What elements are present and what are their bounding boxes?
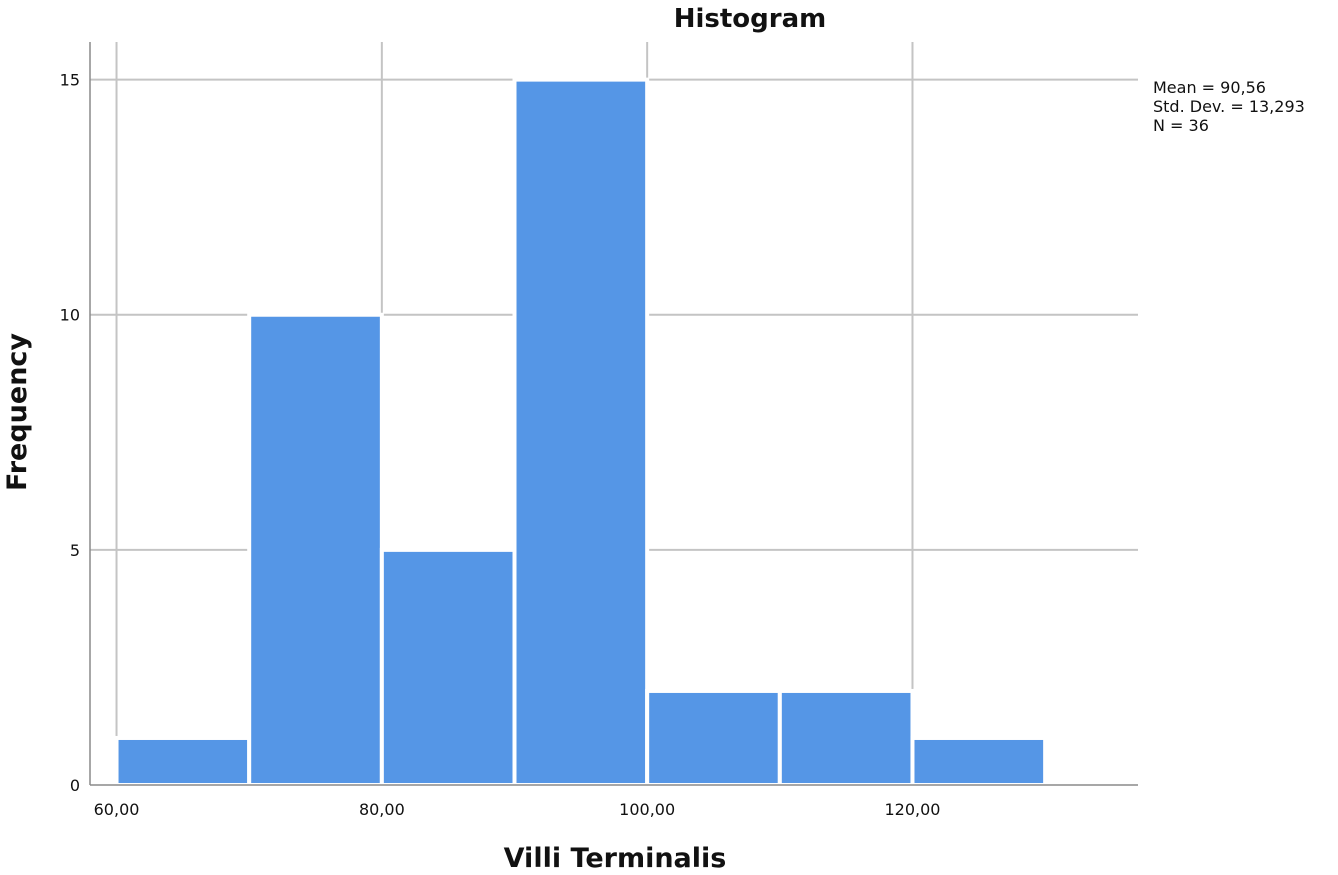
x-tick-label: 100,00 (619, 800, 675, 819)
y-axis-title: Frequency (2, 333, 33, 491)
y-tick-label: 15 (60, 71, 80, 90)
stats-n: N = 36 (1153, 116, 1209, 135)
bars-layer (114, 77, 1048, 788)
histogram-bar (645, 688, 782, 787)
histogram-bar (114, 735, 252, 787)
chart-title: Histogram (674, 4, 827, 34)
x-tick-label: 80,00 (359, 800, 405, 819)
stats-mean: Mean = 90,56 (1153, 78, 1266, 97)
tick-layer: 0 5 10 15 60,00 80,00 100,00 120,00 (60, 71, 941, 819)
histogram-bar (512, 77, 650, 788)
histogram-bar (777, 688, 915, 787)
x-tick-label: 60,00 (94, 800, 140, 819)
x-axis-title: Villi Terminalis (504, 843, 727, 874)
y-tick-label: 0 (70, 776, 80, 795)
stats-box: Mean = 90,56 Std. Dev. = 13,293 N = 36 (1153, 78, 1305, 135)
axis-layer (89, 42, 1138, 786)
y-tick-label: 10 (60, 306, 80, 325)
histogram-bar (910, 735, 1048, 787)
stats-std-dev: Std. Dev. = 13,293 (1153, 97, 1305, 116)
histogram-bar (247, 312, 384, 787)
x-tick-label: 120,00 (884, 800, 940, 819)
y-tick-label: 5 (70, 541, 80, 560)
histogram-bar (379, 547, 517, 787)
